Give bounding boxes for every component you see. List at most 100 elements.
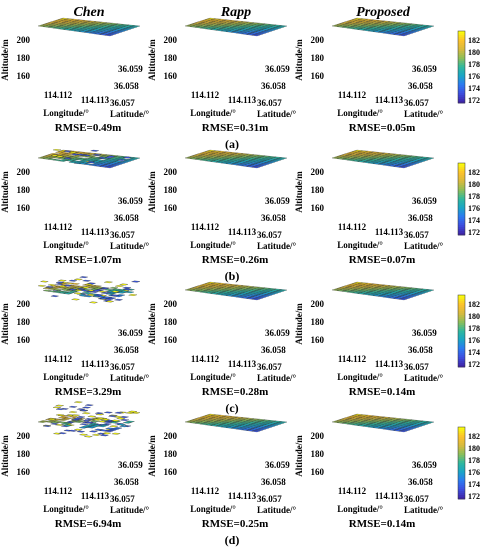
y-tick-label: 36.059 xyxy=(412,328,437,338)
colorbar-segment xyxy=(458,439,465,442)
colorbar-segment xyxy=(458,187,465,190)
row-label-a: (a) xyxy=(225,137,239,151)
colorbar-segment xyxy=(458,207,465,210)
colorbar-segment xyxy=(458,43,465,46)
y-tick-label: 36.059 xyxy=(118,196,143,206)
colorbar-segment xyxy=(458,191,465,194)
colorbar-segment xyxy=(458,475,465,478)
surface-cell xyxy=(71,414,80,417)
surface-cell xyxy=(69,411,78,413)
panel-r1-c2: 200 180 160 Altitude/m 114.112 114.113 Longitu… xyxy=(294,149,444,266)
y-tick-label: 36.057 xyxy=(404,494,429,504)
colorbar-segment xyxy=(458,445,465,448)
row-label-c: (c) xyxy=(225,401,238,415)
colorbar-segment xyxy=(458,199,465,202)
colorbar: 182 180 178 176 174 172 xyxy=(457,30,480,105)
surface-cell xyxy=(66,421,75,424)
z-axis-label: Altitude/m xyxy=(294,39,304,81)
z-tick-label: 160 xyxy=(164,467,178,477)
z-tick-label: 200 xyxy=(17,35,31,45)
surface-plot xyxy=(37,401,141,438)
z-tick-label: 180 xyxy=(311,449,325,459)
surface-cell xyxy=(111,290,120,293)
z-axis-label: Altitude/m xyxy=(294,435,304,477)
colorbar-tick-label: 180 xyxy=(468,312,480,321)
x-tick-label: 114.113 xyxy=(375,359,404,369)
surface-cell xyxy=(119,283,129,286)
surface-cell xyxy=(98,156,107,159)
y-axis-label: Latitude/° xyxy=(110,505,150,515)
panel-r2-c2: 200 180 160 Altitude/m 114.112 114.113 Longitu… xyxy=(294,281,444,398)
colorbar-segment xyxy=(458,91,465,94)
z-tick-label: 200 xyxy=(311,167,325,177)
colorbar-tick-label: 176 xyxy=(468,336,480,345)
colorbar-segment xyxy=(458,205,465,208)
surface-cell xyxy=(61,422,70,425)
surface-cell xyxy=(74,278,83,281)
panel-r2-c0: 200 180 160 Altitude/m 114.112 114.113 Longitu… xyxy=(0,276,150,398)
z-tick-label: 180 xyxy=(311,317,325,327)
y-tick-label: 36.059 xyxy=(265,460,290,470)
x-tick-label: 114.112 xyxy=(44,222,73,232)
surface-plot xyxy=(331,413,435,433)
surface-cell xyxy=(122,286,132,289)
z-tick-label: 180 xyxy=(164,53,178,63)
colorbar-tick-label: 172 xyxy=(468,228,480,237)
colorbar-segment xyxy=(458,309,465,312)
y-tick-label: 36.057 xyxy=(257,494,282,504)
colorbar-segment xyxy=(458,447,465,450)
z-axis-label: Altitude/m xyxy=(0,171,10,213)
surface-cell xyxy=(95,412,104,415)
colorbar-segment xyxy=(458,479,465,482)
colorbar-tick-label: 182 xyxy=(468,36,480,45)
surface-cell xyxy=(104,34,114,37)
colorbar-segment xyxy=(458,315,465,318)
surface-cell xyxy=(106,155,116,158)
x-tick-label: 114.113 xyxy=(228,359,257,369)
colorbar-segment xyxy=(458,473,465,476)
surface-cell xyxy=(251,430,261,433)
surface-plot xyxy=(184,17,288,37)
surface-cell xyxy=(89,301,98,304)
colorbar-segment xyxy=(458,349,465,352)
y-tick-label: 36.057 xyxy=(404,230,429,240)
colorbar-segment xyxy=(458,481,465,484)
surface-cell xyxy=(55,414,64,416)
x-tick-label: 114.112 xyxy=(191,222,220,232)
colorbar-segment xyxy=(458,491,465,494)
colorbar-segment xyxy=(458,335,465,338)
surface-cell xyxy=(68,288,77,291)
colorbar-segment xyxy=(458,209,465,212)
colorbar-segment xyxy=(458,435,465,438)
surface-cell xyxy=(81,286,90,289)
colorbar-segment xyxy=(458,225,465,228)
z-tick-label: 200 xyxy=(311,431,325,441)
surface-cell xyxy=(120,419,130,421)
colorbar-tick-label: 174 xyxy=(468,348,480,357)
colorbar-segment xyxy=(458,171,465,174)
x-axis-label: Longitude/° xyxy=(337,504,383,514)
colorbar-segment xyxy=(458,351,465,354)
colorbar-segment xyxy=(458,487,465,490)
surface-cell xyxy=(92,289,101,292)
row-label-b: (b) xyxy=(225,269,240,283)
colorbar-tick-label: 178 xyxy=(468,324,480,333)
y-tick-label: 36.057 xyxy=(110,362,135,372)
colorbar-tick-label: 172 xyxy=(468,492,480,501)
colorbar-segment xyxy=(458,227,465,230)
colorbar-segment xyxy=(458,363,465,366)
z-tick-label: 180 xyxy=(17,185,31,195)
z-tick-label: 160 xyxy=(164,71,178,81)
surface-cell xyxy=(82,406,91,409)
rmse-label: RMSE=0.31m xyxy=(202,122,268,134)
surface-cell xyxy=(82,412,91,415)
surface-cell xyxy=(48,418,57,421)
z-tick-label: 200 xyxy=(164,35,178,45)
colorbar-segment xyxy=(458,461,465,464)
surface-cell xyxy=(63,284,72,287)
colorbar-segment xyxy=(458,467,465,470)
surface-cell xyxy=(398,298,408,301)
surface-cell xyxy=(97,425,107,428)
rmse-label: RMSE=6.94m xyxy=(55,518,121,530)
colorbar-segment xyxy=(458,295,465,298)
